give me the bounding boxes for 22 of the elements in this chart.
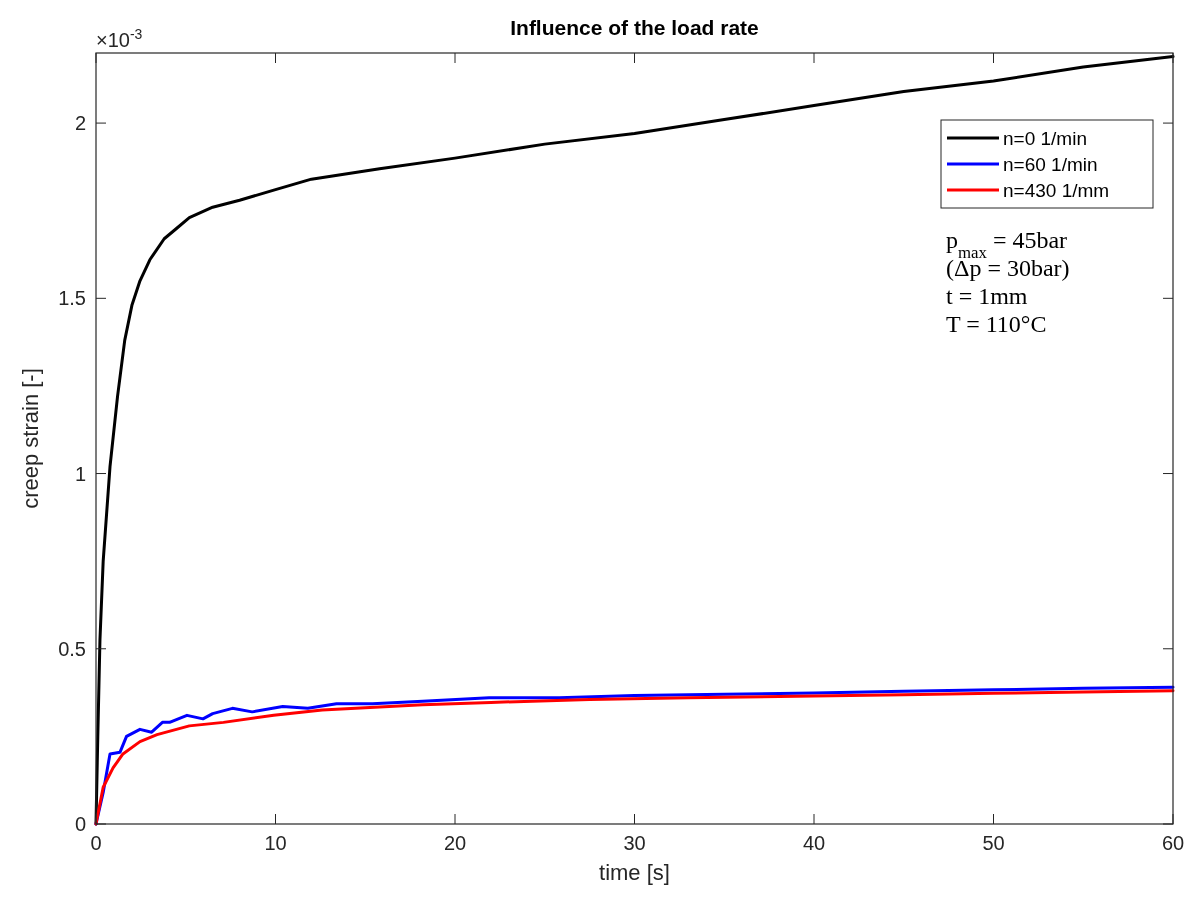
x-tick-label: 40 [802, 832, 826, 854]
y-tick-label: 0.5 [58, 637, 86, 660]
line-series [94, 55, 1175, 826]
annotation: T = 110°C [946, 311, 1047, 337]
y-tick-label: 1 [74, 462, 86, 485]
x-tick-label: 60 [1161, 832, 1185, 854]
y-axis-title: creep strain [-] [18, 368, 43, 509]
x-tick-label: 50 [982, 832, 1005, 854]
legend-label: n=0 1/min [1003, 128, 1087, 149]
x-tick-label: 0 [90, 832, 102, 854]
legend-label: n=430 1/mm [1003, 180, 1110, 201]
legend-label: n=60 1/min [1003, 154, 1098, 175]
chart-title: Influence of the load rate [510, 16, 759, 39]
y-tick-label: 1.5 [58, 287, 86, 310]
x-axis-title: time [s] [599, 860, 670, 885]
y-tick-label: 2 [74, 112, 86, 135]
x-tick-label: 20 [443, 832, 467, 854]
annotation: t = 1mm [946, 283, 1028, 309]
x-tick-label: 30 [623, 832, 646, 854]
y-tick-label: 0 [74, 813, 86, 835]
x-tick-label: 10 [264, 832, 287, 854]
text: ×10$^{-3}$ [96, 26, 143, 51]
